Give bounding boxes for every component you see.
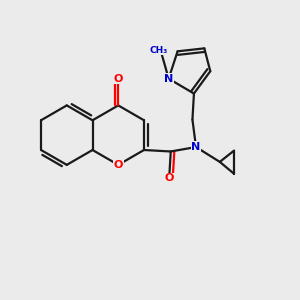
Text: CH₃: CH₃ xyxy=(150,46,168,55)
Text: N: N xyxy=(164,74,173,84)
Text: O: O xyxy=(114,74,123,84)
Text: O: O xyxy=(165,173,174,183)
Text: O: O xyxy=(114,160,123,170)
Text: N: N xyxy=(191,142,201,152)
